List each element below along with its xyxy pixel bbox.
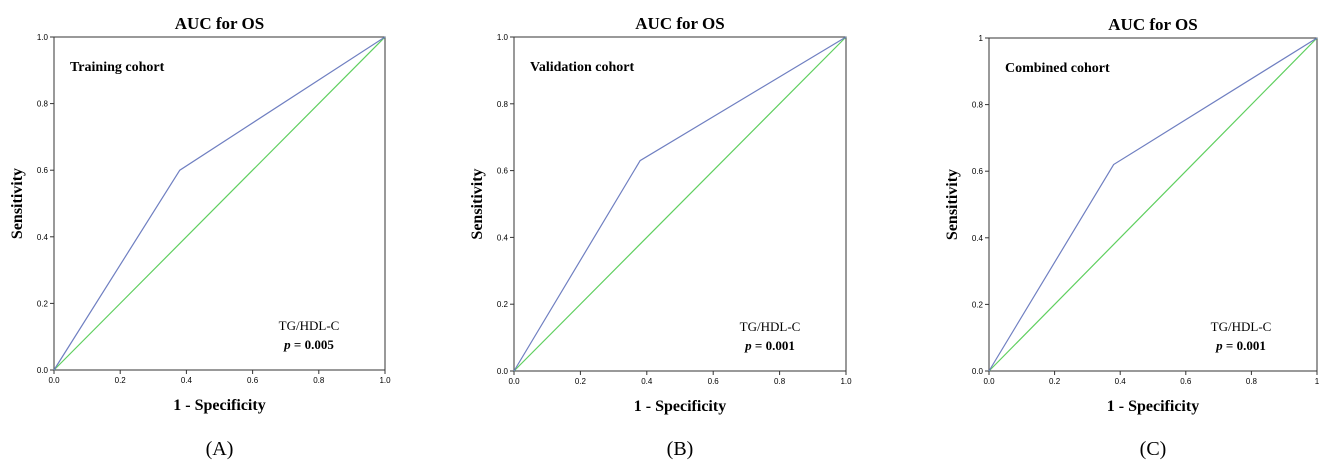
x-tick-label: 0.4 [641, 377, 653, 386]
x-tick-label: 0.6 [1180, 377, 1192, 386]
chart-title: AUC for OS [175, 14, 264, 33]
chart-title: AUC for OS [1108, 15, 1197, 34]
roc-curve [513, 36, 847, 372]
legend-entry: TG/HDL-C [1211, 319, 1272, 334]
x-tick-label: 0.2 [575, 377, 587, 386]
x-axis-label: 1 - Specificity [1107, 398, 1199, 415]
p-value: p = 0.001 [1215, 338, 1266, 353]
x-axis-label: 1 - Specificity [634, 398, 726, 415]
x-tick-label: 1 [1315, 377, 1320, 386]
y-axis-label: Sensitivity [944, 169, 961, 240]
x-tick-label: 0.8 [313, 376, 325, 385]
y-tick-label: 0.6 [37, 166, 49, 175]
roc-panel-1: AUC for OS 0.00.0 0.2 0.2 0.4 0.4 0.6 0.6 0.8 0.8… [469, 14, 852, 460]
y-tick-label: 1 [979, 34, 984, 43]
p-value-text: = 0.005 [291, 337, 335, 352]
x-tick-label: 0.2 [115, 376, 127, 385]
legend-entry: TG/HDL-C [740, 319, 801, 334]
p-symbol: p [1215, 338, 1223, 353]
p-value-text: = 0.001 [752, 338, 795, 353]
y-axis-label: Sensitivity [9, 168, 26, 239]
legend-entry: TG/HDL-C [279, 318, 340, 333]
p-value: p = 0.005 [283, 337, 334, 352]
y-tick-label: 0.2 [497, 300, 509, 309]
panel-label: (B) [667, 438, 694, 460]
cohort-label: Combined cohort [1005, 61, 1110, 76]
x-axis-label: 1 - Specificity [173, 397, 265, 414]
y-tick-label: 0.4 [497, 233, 509, 242]
y-tick-label: 0.0 [497, 367, 509, 376]
x-tick-label: 1.0 [840, 377, 852, 386]
y-tick-label: 0.6 [497, 167, 509, 176]
y-tick-label: 0.8 [497, 100, 509, 109]
x-tick-label: 0.4 [1115, 377, 1127, 386]
reference-line [53, 36, 386, 371]
panel-label: (A) [206, 438, 234, 460]
p-value: p = 0.001 [744, 338, 795, 353]
y-tick-label: 1.0 [497, 33, 509, 42]
roc-curve [988, 37, 1318, 372]
y-tick-label: 0.4 [37, 233, 49, 242]
cohort-label: Training cohort [70, 60, 165, 75]
y-tick-label: 0.2 [972, 300, 984, 309]
x-tick-label: 1.0 [379, 376, 391, 385]
plot-frame [988, 37, 1318, 372]
x-tick-label: 0.0 [48, 376, 60, 385]
p-symbol: p [283, 337, 291, 352]
p-value-text: = 0.001 [1223, 338, 1266, 353]
x-tick-label: 0.4 [181, 376, 193, 385]
x-tick-label: 0.0 [983, 377, 995, 386]
x-tick-label: 0.8 [1246, 377, 1258, 386]
y-tick-label: 0.0 [37, 366, 49, 375]
y-tick-label: 0.8 [972, 101, 984, 110]
plot-frame [53, 36, 386, 371]
x-tick-label: 0.6 [708, 377, 720, 386]
roc-curve [53, 36, 386, 371]
p-symbol: p [744, 338, 752, 353]
y-axis-label: Sensitivity [469, 168, 486, 239]
reference-line [513, 36, 847, 372]
x-tick-label: 0.2 [1049, 377, 1061, 386]
reference-line [988, 37, 1318, 372]
cohort-label: Validation cohort [530, 60, 634, 75]
x-tick-label: 0.0 [508, 377, 520, 386]
x-tick-label: 0.6 [247, 376, 259, 385]
y-tick-label: 1.0 [37, 33, 49, 42]
plot-frame [513, 36, 847, 372]
y-tick-label: 0.6 [972, 167, 984, 176]
chart-title: AUC for OS [635, 14, 724, 33]
y-tick-label: 0.4 [972, 234, 984, 243]
x-tick-label: 0.8 [774, 377, 786, 386]
y-tick-label: 0.0 [972, 367, 984, 376]
roc-panel-0: AUC for OS 0.00.0 0.2 0.2 0.4 0.4 0.6 0.6 0.8 0.8… [9, 14, 391, 460]
y-tick-label: 0.2 [37, 299, 49, 308]
roc-panel-2: AUC for OS 0.00.0 0.2 0.2 0.4 0.4 0.6 0.6 0.8 0.8… [944, 15, 1320, 460]
panel-label: (C) [1140, 438, 1167, 460]
y-tick-label: 0.8 [37, 100, 49, 109]
